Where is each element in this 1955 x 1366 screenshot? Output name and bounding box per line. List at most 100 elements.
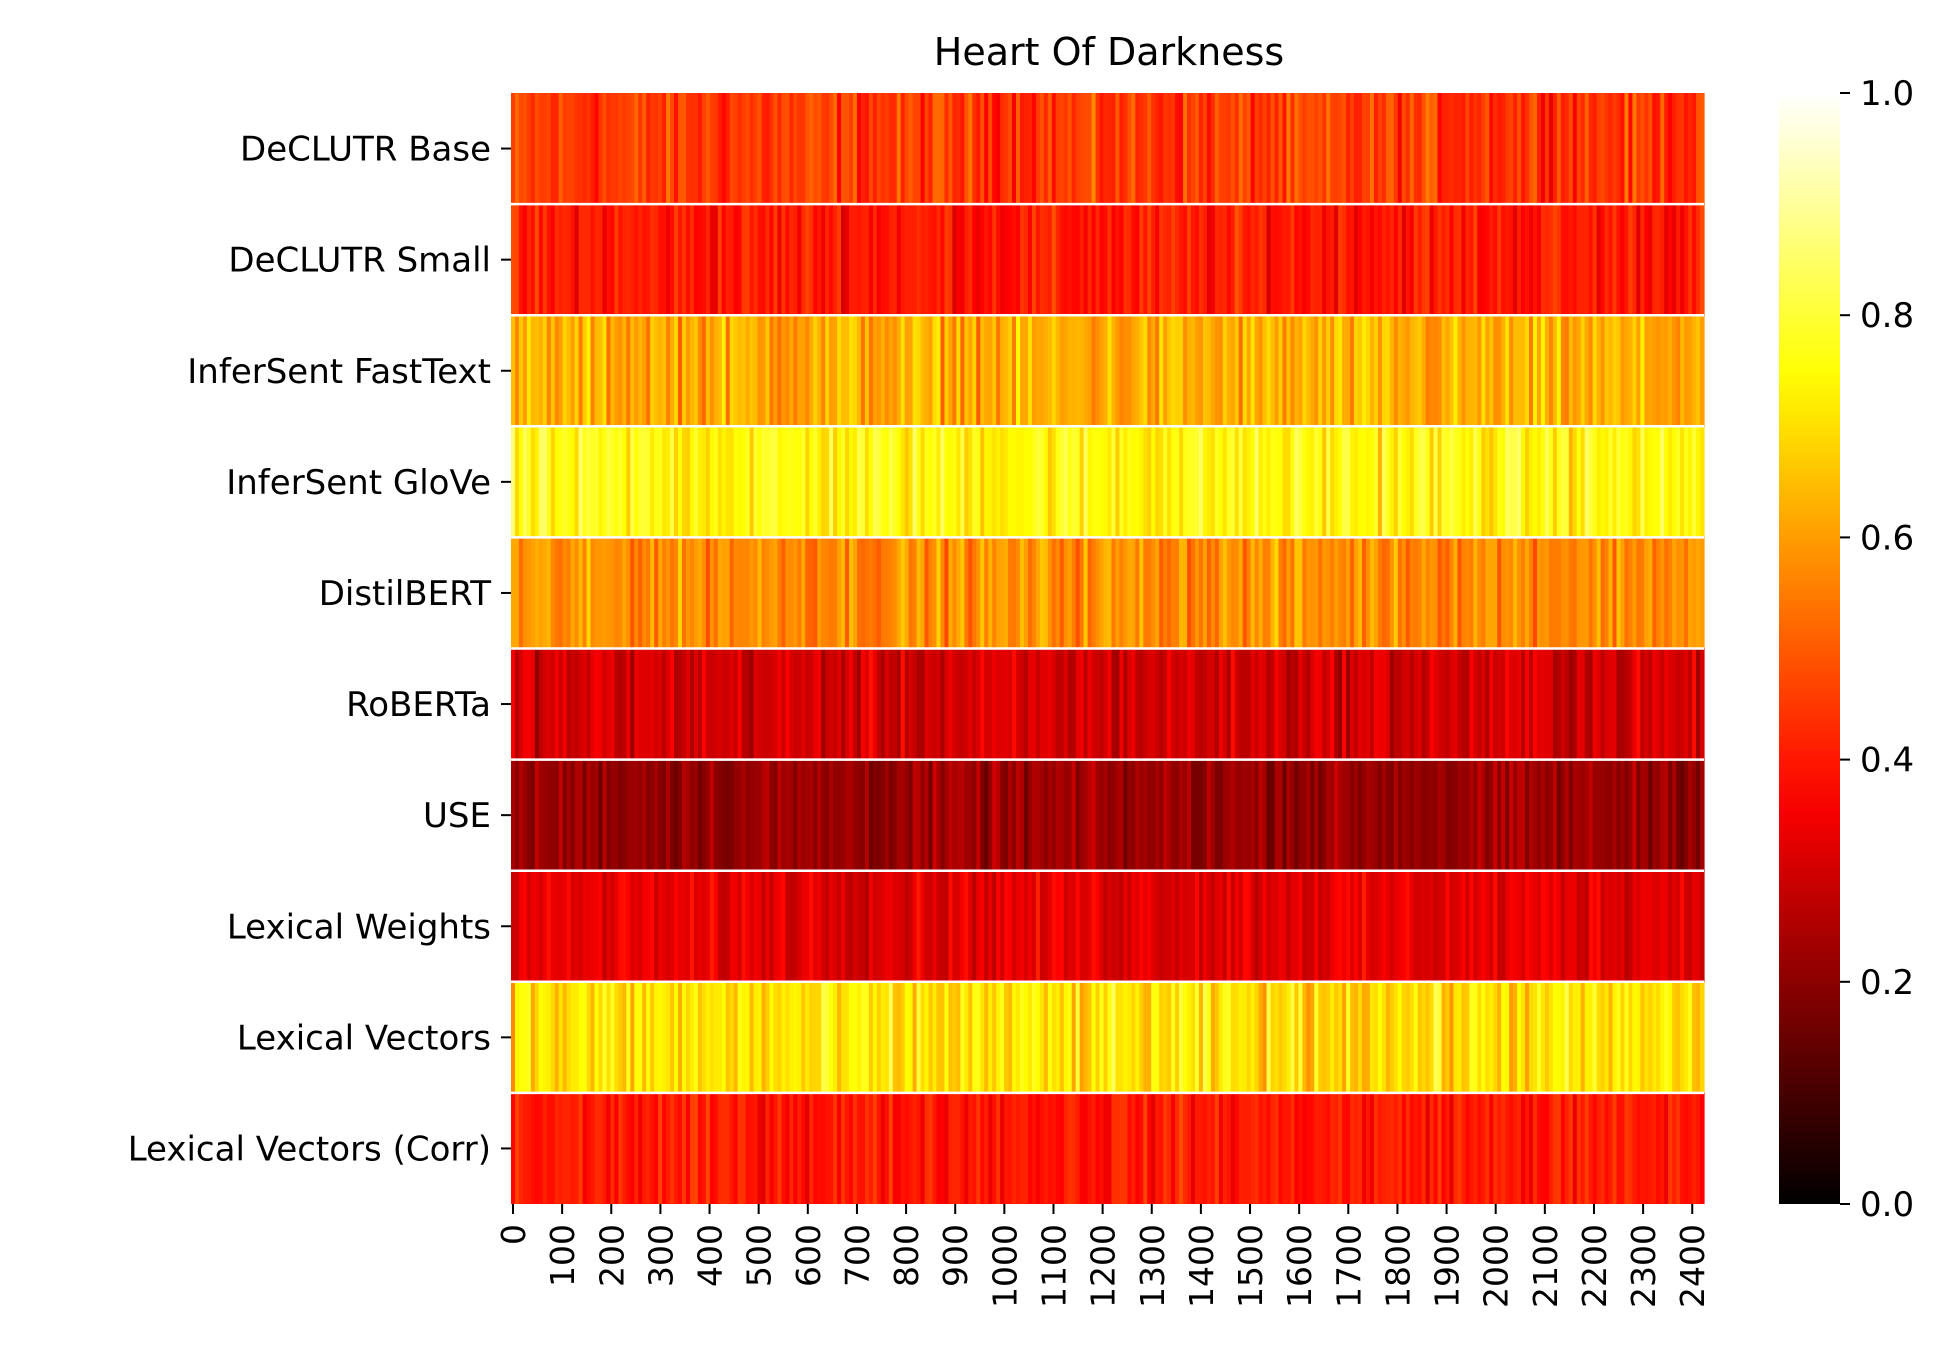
heatmap-cell	[1540, 426, 1546, 538]
heatmap-cell	[578, 1092, 584, 1204]
heatmap-cell	[793, 759, 798, 871]
heatmap-cell	[1111, 537, 1117, 649]
heatmap-cell	[809, 870, 814, 982]
heatmap-cell	[1393, 315, 1399, 427]
heatmap-cell	[928, 981, 934, 1093]
heatmap-cell	[984, 537, 989, 649]
heatmap-cell	[630, 537, 635, 649]
heatmap-cell	[1242, 648, 1248, 760]
heatmap-cell	[1202, 648, 1208, 760]
heatmap-cell	[793, 537, 798, 649]
heatmap-cell	[1469, 981, 1474, 1093]
heatmap-cell	[1071, 426, 1077, 538]
heatmap-cell	[904, 93, 910, 205]
heatmap-cell	[1051, 93, 1057, 205]
heatmap-cell	[574, 981, 580, 1093]
heatmap-cell	[1473, 981, 1478, 1093]
heatmap-cell	[1548, 204, 1554, 316]
heatmap-cell	[1338, 759, 1343, 871]
heatmap-cell	[1425, 93, 1431, 205]
heatmap-cell	[793, 315, 798, 427]
heatmap-cell	[1354, 1092, 1359, 1204]
heatmap-cell	[1051, 981, 1057, 1093]
heatmap-cell	[1453, 759, 1459, 871]
heatmap-cell	[634, 759, 639, 871]
heatmap-cell	[1369, 1092, 1375, 1204]
heatmap-cell	[1290, 981, 1296, 1093]
heatmap-cell	[1020, 870, 1025, 982]
heatmap-row	[511, 315, 1705, 427]
heatmap-cell	[1230, 315, 1236, 427]
heatmap-cell	[809, 981, 814, 1093]
heatmap-cell	[725, 981, 731, 1093]
heatmap-cell	[1254, 204, 1260, 316]
heatmap-cell	[1445, 1092, 1451, 1204]
heatmap-cell	[872, 648, 878, 760]
heatmap-cell	[1544, 204, 1550, 316]
heatmap-cell	[773, 93, 779, 205]
heatmap-cell	[904, 1092, 910, 1204]
heatmap-cell	[570, 93, 576, 205]
heatmap-cell	[1461, 870, 1466, 982]
heatmap-cell	[1437, 870, 1443, 982]
heatmap-cell	[964, 537, 969, 649]
heatmap-cell	[1588, 204, 1594, 316]
heatmap-cell	[1147, 315, 1152, 427]
heatmap-cell	[606, 981, 612, 1093]
heatmap-cell	[1139, 426, 1144, 538]
heatmap-cell	[864, 759, 870, 871]
heatmap-cell	[570, 870, 576, 982]
heatmap-cell	[1023, 315, 1029, 427]
heatmap-cell	[626, 759, 631, 871]
heatmap-cell	[1505, 1092, 1510, 1204]
heatmap-cell	[1107, 648, 1113, 760]
heatmap-cell	[745, 315, 751, 427]
heatmap-cell	[1608, 426, 1614, 538]
heatmap-cell	[626, 93, 631, 205]
heatmap-cell	[1365, 537, 1371, 649]
heatmap-cell	[793, 648, 798, 760]
heatmap-cell	[1123, 870, 1128, 982]
x-tick-label: 500	[740, 1224, 779, 1287]
heatmap-cell	[1644, 315, 1649, 427]
heatmap-cell	[1624, 981, 1630, 1093]
heatmap-cell	[1636, 315, 1641, 427]
heatmap-cell	[1246, 426, 1252, 538]
heatmap-cell	[1286, 1092, 1292, 1204]
heatmap-cell	[1381, 204, 1387, 316]
heatmap-cell	[1151, 315, 1156, 427]
heatmap-cell	[1664, 204, 1669, 316]
heatmap-cell	[1385, 759, 1391, 871]
heatmap-cell	[1660, 870, 1665, 982]
heatmap-cell	[1473, 204, 1478, 316]
heatmap-cell	[542, 870, 548, 982]
heatmap-cell	[1676, 204, 1681, 316]
heatmap-cell	[876, 648, 882, 760]
heatmap-cell	[829, 537, 834, 649]
heatmap-cell	[896, 981, 902, 1093]
heatmap-cell	[562, 759, 568, 871]
x-tick-label: 2300	[1624, 1224, 1663, 1308]
heatmap-cell	[936, 426, 942, 538]
heatmap-cell	[1039, 315, 1045, 427]
heatmap-cell	[1620, 981, 1626, 1093]
heatmap-cell	[1103, 426, 1109, 538]
heatmap-cell	[1377, 870, 1383, 982]
heatmap-cell	[745, 648, 751, 760]
heatmap-cell	[713, 93, 719, 205]
heatmap-cell	[1381, 426, 1387, 538]
heatmap-cell	[837, 204, 842, 316]
y-tick-label: Lexical Vectors	[237, 1018, 491, 1058]
heatmap-cell	[1171, 1092, 1176, 1204]
heatmap-cell	[1115, 426, 1121, 538]
heatmap-cell	[1501, 204, 1506, 316]
heatmap-cell	[737, 93, 743, 205]
heatmap-cell	[940, 759, 946, 871]
heatmap-cell	[944, 870, 950, 982]
heatmap-cell	[586, 981, 592, 1093]
heatmap-cell	[1210, 759, 1216, 871]
heatmap-cell	[1696, 537, 1701, 649]
heatmap-cell	[1234, 1092, 1240, 1204]
heatmap-cell	[1644, 870, 1649, 982]
heatmap-cell	[757, 93, 763, 205]
